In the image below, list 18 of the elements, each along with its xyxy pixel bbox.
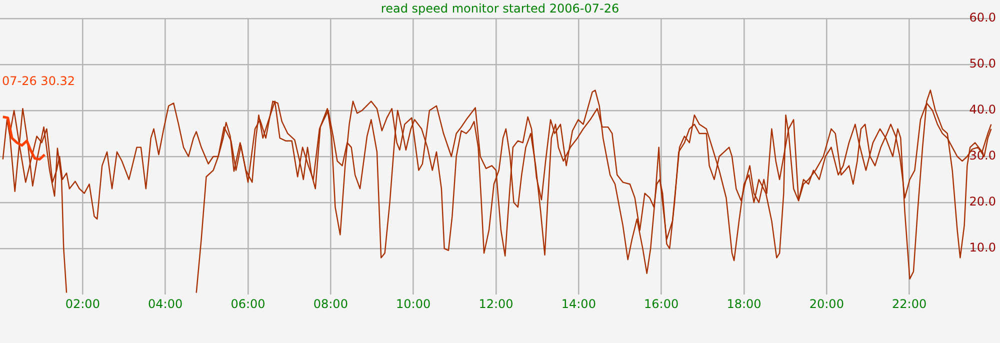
x-tick-label: 14:00 [561,296,596,311]
y-tick-label: 40.0 [969,102,996,117]
x-tick-label: 04:00 [148,296,183,311]
y-tick-label: 60.0 [969,10,996,25]
x-tick-label: 22:00 [892,296,927,311]
x-tick-label: 08:00 [313,296,348,311]
chart-title: read speed monitor started 2006-07-26 [380,1,620,16]
x-tick-label: 10:00 [396,296,431,311]
x-tick-label: 16:00 [644,296,679,311]
x-tick-label: 06:00 [230,296,266,311]
y-tick-label: 20.0 [969,194,996,209]
y-tick-label: 50.0 [969,56,996,71]
annotation: 07-26 30.32 [2,74,76,88]
x-tick-label: 12:00 [478,296,514,311]
x-tick-label: 02:00 [65,296,100,311]
x-tick-label: 20:00 [809,296,844,311]
x-tick-label: 18:00 [726,296,762,311]
y-tick-label: 10.0 [969,240,996,255]
